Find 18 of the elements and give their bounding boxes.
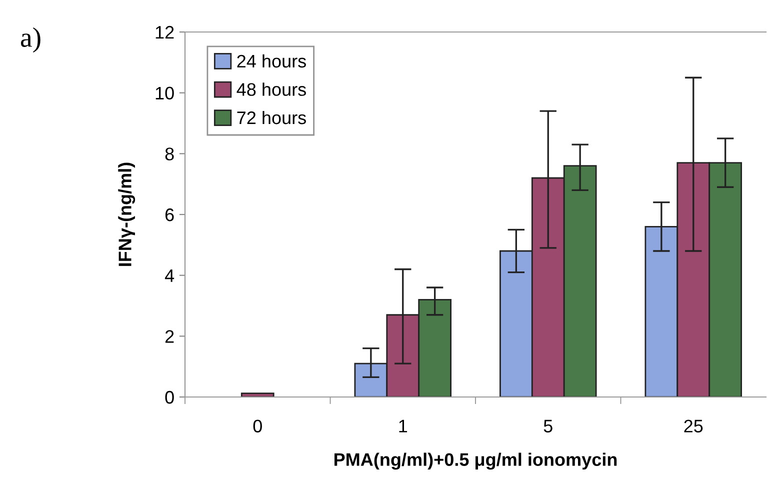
- y-tick-label: 10: [156, 86, 174, 100]
- y-axis-title: IFNγ-(ng/ml): [118, 162, 136, 266]
- y-tick-label: 12: [156, 26, 174, 39]
- x-tick-label: 1: [399, 420, 408, 432]
- y-tick-label: 6: [165, 208, 174, 222]
- bar: [240, 392, 274, 397]
- legend-label: 24 hours: [237, 54, 306, 68]
- y-tick-label: 8: [165, 148, 174, 160]
- legend-label: 48 hours: [236, 82, 306, 96]
- y-tick-label: 2: [165, 330, 174, 343]
- x-axis-title: PMA(ng/ml)+0.5 μg/ml ionomycin: [334, 452, 617, 470]
- x-tick-label: 5: [544, 420, 552, 432]
- text: a): [20, 27, 40, 53]
- x-tick-label: 0: [253, 420, 262, 432]
- legend-label: 72 hours: [237, 110, 306, 124]
- x-tick-label: 25: [684, 420, 703, 432]
- y-tick-label: 4: [164, 269, 174, 282]
- y-tick-label: 0: [165, 390, 174, 404]
